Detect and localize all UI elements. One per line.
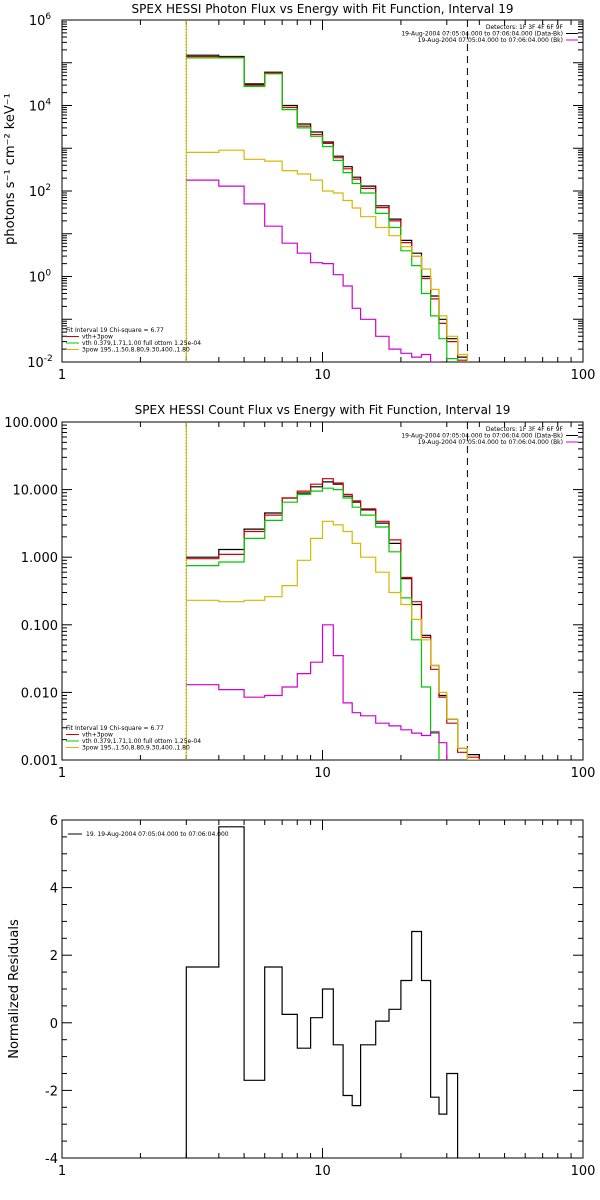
series-line-3 (186, 520, 480, 760)
y-tick-label: 104 (29, 98, 52, 115)
y-tick-label: 0 (50, 1017, 58, 1032)
x-tick-label: 10 (314, 1164, 331, 1179)
count-flux-panel: SPEX HESSI Count Flux vs Energy with Fit… (4, 403, 595, 781)
series-line-2 (186, 57, 459, 362)
y-tick-label: 2 (50, 949, 58, 964)
legend-bottom-left-text: vth+3pow (82, 334, 113, 341)
y-tick-base: 10 (29, 14, 46, 29)
y-tick-label: 4 (50, 882, 58, 897)
x-tick-label: 10 (314, 766, 331, 781)
legend-top-right-text: Detectors: 1F 3F 4F 6F 9F (486, 24, 564, 31)
x-tick-label: 1 (58, 368, 66, 383)
series-group (186, 478, 480, 760)
y-tick-label: 100.000 (4, 416, 58, 431)
y-axis-label: Normalized Residuals (7, 919, 22, 1059)
y-tick-base: 10 (29, 100, 46, 115)
x-tick-label: 100 (571, 766, 596, 781)
x-tick-label: 100 (571, 368, 596, 383)
y-axis-label: photons s⁻¹ cm⁻² keV⁻¹ (3, 93, 18, 245)
x-tick-label: 10 (314, 368, 331, 383)
y-tick-label: 102 (29, 183, 51, 200)
series-line-2 (186, 487, 440, 760)
series-line-4 (186, 624, 448, 760)
plot-frame (61, 421, 584, 761)
legend-bottom-left-text: 3pow 195.,1.50,8.80,9.30,400.,1.80 (82, 347, 190, 354)
legend-top-right-text: 19-Aug-2004 07:05:04.000 to 07:06:04.000… (418, 439, 563, 446)
series-line-0 (186, 54, 468, 362)
legend-bottom-left-text: 3pow 195.,1.50,8.80,9.30,400.,1.80 (82, 745, 190, 752)
legend-bottom-left-text: vth 0.379,1.71,1.00 full ottom 1.25e-04 (82, 738, 201, 745)
legend-bottom-left-text: vth+3pow (82, 732, 113, 739)
chart-title: SPEX HESSI Photon Flux vs Energy with Fi… (132, 2, 514, 16)
y-tick-label: 6 (50, 814, 58, 829)
y-tick-exponent: -2 (44, 354, 53, 364)
y-tick-label: 10-2 (27, 354, 53, 371)
y-tick-base: 10 (29, 185, 46, 200)
y-tick-base: 10 (29, 271, 46, 286)
y-tick-base: 10 (27, 356, 44, 371)
legend-top-right-text: 19-Aug-2004 07:05:04.000 to 07:06:04.000… (401, 433, 563, 440)
series-line-3 (186, 149, 468, 362)
y-tick-label: 10.000 (13, 484, 59, 499)
legend-top-right-text: 19-Aug-2004 07:05:04.000 to 07:06:04.000… (418, 37, 563, 44)
y-tick-exponent: 6 (45, 12, 51, 22)
legend-top-right-text: Detectors: 1F 3F 4F 6F 9F (486, 426, 564, 433)
series-line-0 (185, 826, 459, 1158)
y-tick-label: 0.100 (21, 619, 58, 634)
y-tick-label: 100 (29, 269, 52, 286)
y-tick-label: 0.010 (21, 686, 58, 701)
x-tick-label: 1 (58, 1164, 66, 1179)
legend-top-right-text: 19-Aug-2004 07:05:04.000 to 07:06:04.000… (401, 31, 563, 38)
series-line-1 (186, 55, 468, 362)
residuals-panel: 1 10 100 -4 -2 0 2 4 6 Normalized Residuals 19. 19… (7, 814, 595, 1179)
y-tick-label: 1.000 (21, 551, 58, 566)
x-tick-label: 100 (571, 1164, 596, 1179)
series-group (186, 54, 468, 362)
legend-top-left-text: 19. 19-Aug-2004 07:05:04.000 to 07:06:04… (86, 831, 229, 838)
legend-bottom-left-text: vth 0.379,1.71,1.00 full ottom 1.25e-04 (82, 340, 201, 347)
x-tick-label: 1 (58, 766, 66, 781)
series-line-4 (186, 179, 440, 362)
y-tick-label: 106 (29, 12, 52, 29)
photon-flux-panel: SPEX HESSI Photon Flux vs Energy with Fi… (3, 2, 595, 383)
legend-bottom-left-text: Fit Interval 19 Chi-square = 6.77 (66, 725, 164, 732)
chart-title: SPEX HESSI Count Flux vs Energy with Fit… (135, 403, 511, 417)
y-tick-exponent: 0 (45, 269, 51, 279)
y-tick-label: -4 (45, 1152, 58, 1167)
y-tick-label: -2 (45, 1084, 58, 1099)
y-tick-label: 0.001 (21, 754, 58, 769)
legend-bottom-left-text: Fit Interval 19 Chi-square = 6.77 (66, 327, 164, 334)
y-tick-exponent: 2 (45, 183, 51, 193)
series-group (185, 826, 459, 1158)
y-tick-exponent: 4 (45, 98, 51, 108)
